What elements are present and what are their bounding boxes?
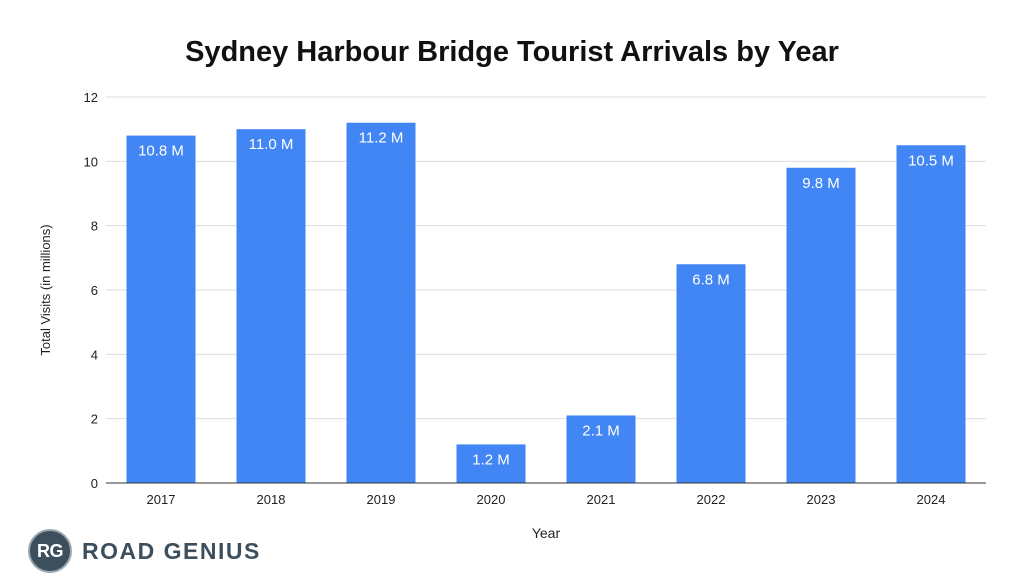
data-label: 11.2 M (359, 130, 404, 147)
bar-2019 (346, 122, 416, 483)
y-tick-label: 2 (91, 412, 98, 427)
data-label: 2.1 M (582, 422, 620, 439)
bars (126, 122, 966, 483)
data-label: 6.8 M (692, 271, 730, 288)
brand-logo: RG ROAD GENIUS (28, 528, 261, 574)
bar-2020 (456, 444, 526, 483)
bar-2021 (566, 415, 636, 483)
y-axis-ticks: 0 2 4 6 8 10 12 (84, 90, 98, 491)
x-axis-title: Year (532, 525, 561, 541)
brand-name: ROAD GENIUS (82, 537, 261, 564)
y-tick-label: 0 (91, 476, 98, 491)
x-tick-label: 2022 (697, 492, 726, 507)
y-tick-label: 6 (91, 283, 98, 298)
data-labels: 10.8 M 11.0 M 11.2 M 1.2 M 2.1 M 6.8 M 9.8 M 10… (138, 130, 954, 469)
data-label: 10.5 M (908, 152, 954, 169)
x-tick-label: 2023 (807, 492, 836, 507)
x-tick-label: 2019 (367, 492, 396, 507)
bar-2017 (126, 135, 196, 483)
y-tick-label: 8 (91, 219, 98, 234)
x-tick-label: 2021 (587, 492, 616, 507)
data-label: 9.8 M (802, 175, 840, 192)
data-label: 1.2 M (472, 451, 510, 468)
data-label: 11.0 M (249, 136, 294, 153)
x-axis-ticks: 2017 2018 2019 2020 2021 2022 2023 2024 (147, 492, 946, 507)
bar-2022 (676, 264, 746, 483)
y-tick-label: 4 (91, 347, 98, 362)
chart-title: Sydney Harbour Bridge Tourist Arrivals b… (185, 36, 839, 68)
x-tick-label: 2020 (477, 492, 506, 507)
bar-2023 (786, 167, 856, 483)
y-tick-label: 10 (84, 154, 98, 169)
data-label: 10.8 M (138, 143, 184, 160)
x-tick-label: 2024 (917, 492, 946, 507)
bar-2024 (896, 145, 966, 483)
y-axis-title: Total Visits (in millions) (38, 224, 53, 355)
x-tick-label: 2018 (257, 492, 286, 507)
x-tick-label: 2017 (147, 492, 176, 507)
bar-2018 (236, 129, 306, 483)
y-tick-label: 12 (84, 90, 98, 105)
brand-badge-icon: RG (28, 529, 72, 573)
